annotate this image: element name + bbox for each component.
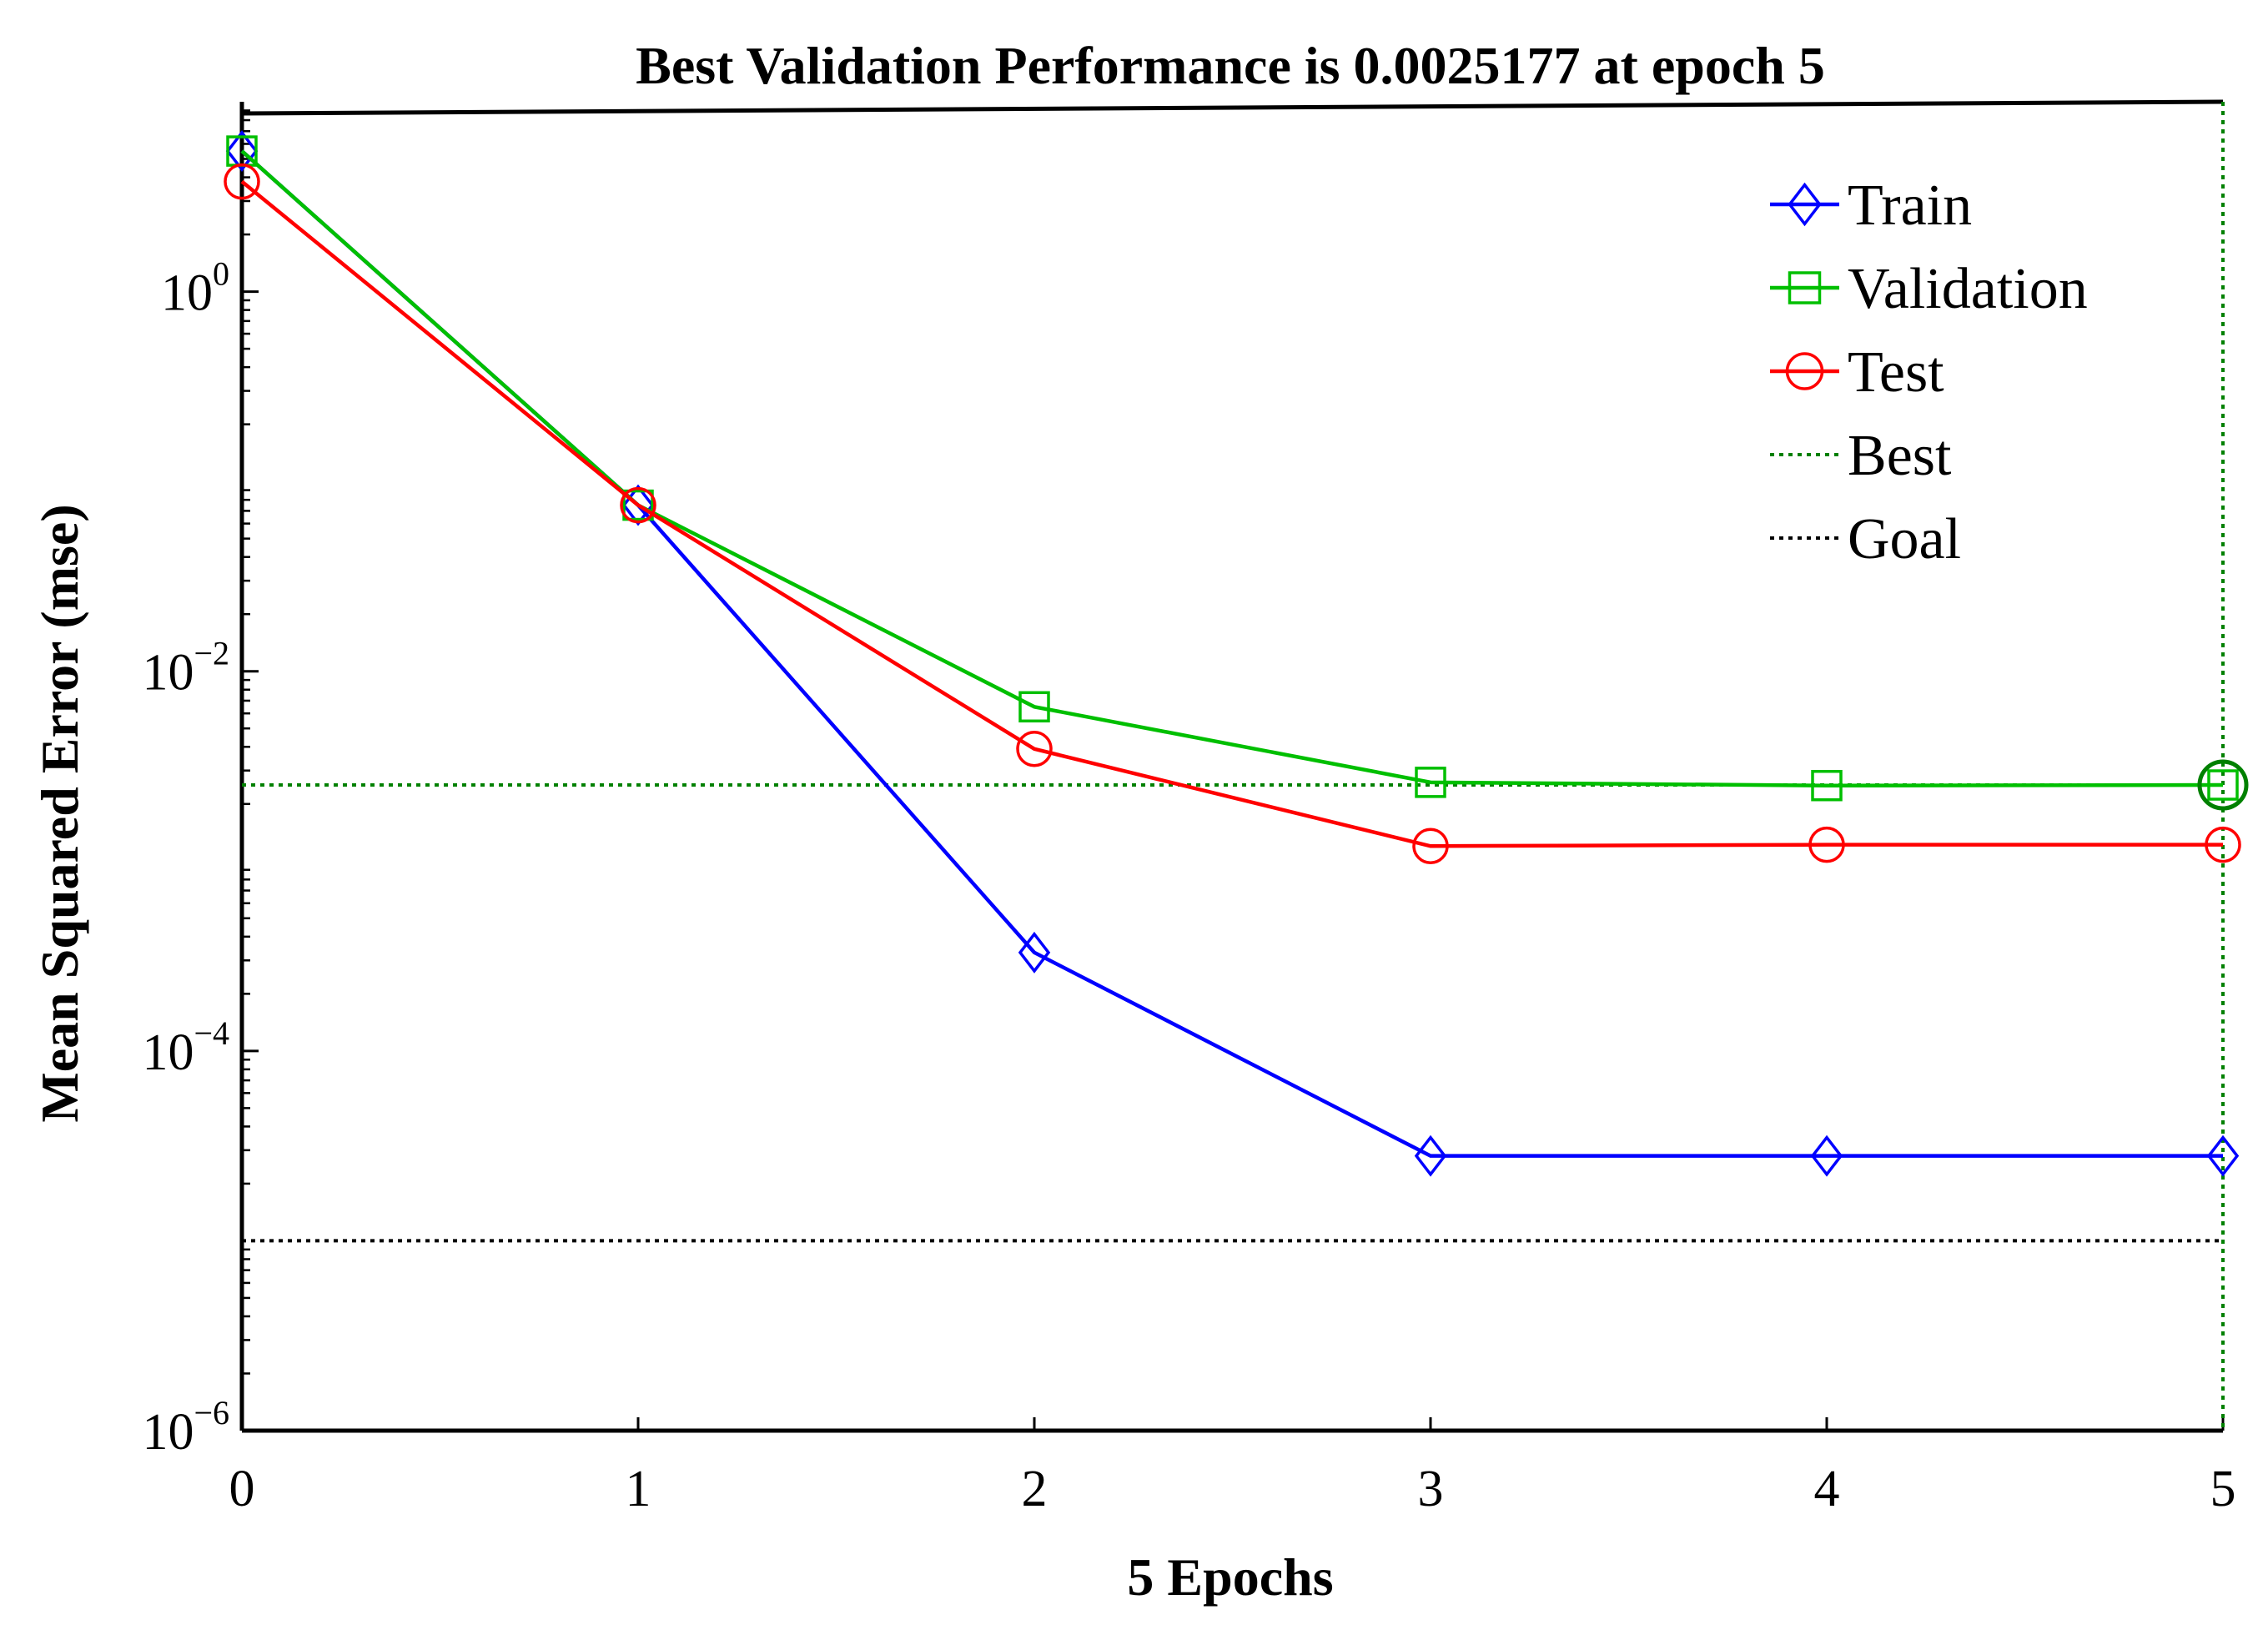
legend-label-test: Test xyxy=(1848,340,1944,405)
x-tick-label: 2 xyxy=(1022,1461,1048,1517)
data-point-test xyxy=(620,486,656,524)
top-axis-line xyxy=(241,99,2224,116)
legend: Train Validation Test Best Goal xyxy=(1770,174,2088,571)
data-point-train xyxy=(2206,1134,2240,1177)
x-tick-label: 3 xyxy=(1418,1461,1444,1517)
data-point-validation xyxy=(2207,769,2239,801)
y-tick-label: 10−6 xyxy=(142,1394,229,1461)
best-point-marker xyxy=(2197,759,2249,811)
data-point-validation xyxy=(1018,691,1050,723)
data-point-test xyxy=(224,163,260,200)
x-tick-label: 0 xyxy=(229,1461,255,1517)
data-point-train xyxy=(1810,1134,1843,1177)
chart-title: Best Validation Performance is 0.0025177… xyxy=(636,36,1825,95)
y-tick-label: 10−2 xyxy=(142,635,229,702)
x-axis-label: 5 Epochs xyxy=(1127,1547,1333,1607)
data-point-test xyxy=(2205,826,2241,863)
legend-label-train: Train xyxy=(1848,174,1972,238)
data-point-validation xyxy=(622,489,654,521)
data-point-train xyxy=(1018,931,1051,973)
data-point-train xyxy=(225,130,259,173)
legend-marker-test xyxy=(1785,352,1824,390)
legend-label-best: Best xyxy=(1848,424,1952,488)
data-point-test xyxy=(1016,731,1053,767)
data-point-validation xyxy=(1811,769,1843,802)
plot-area: 0 1 2 3 4 5 100 10−2 10−4 10−6 xyxy=(142,99,2249,1517)
data-point-test xyxy=(1808,826,1845,863)
y-tick-label: 100 xyxy=(161,255,229,322)
data-point-validation xyxy=(1415,767,1446,798)
series-line-validation xyxy=(240,149,2224,787)
legend-marker-validation xyxy=(1788,271,1822,304)
data-point-train xyxy=(1414,1134,1447,1177)
x-tick-label: 5 xyxy=(2210,1461,2236,1517)
legend-marker-train xyxy=(1788,182,1822,227)
series-line-test xyxy=(240,179,2223,848)
y-axis-label: Mean Squared Error (mse) xyxy=(30,504,89,1122)
legend-label-goal: Goal xyxy=(1848,507,1961,571)
data-point-test xyxy=(1412,828,1449,865)
y-tick-label: 10−4 xyxy=(142,1014,229,1081)
x-tick-label: 4 xyxy=(1814,1461,1840,1517)
legend-label-validation: Validation xyxy=(1848,257,2088,321)
x-tick-label: 1 xyxy=(626,1461,651,1517)
